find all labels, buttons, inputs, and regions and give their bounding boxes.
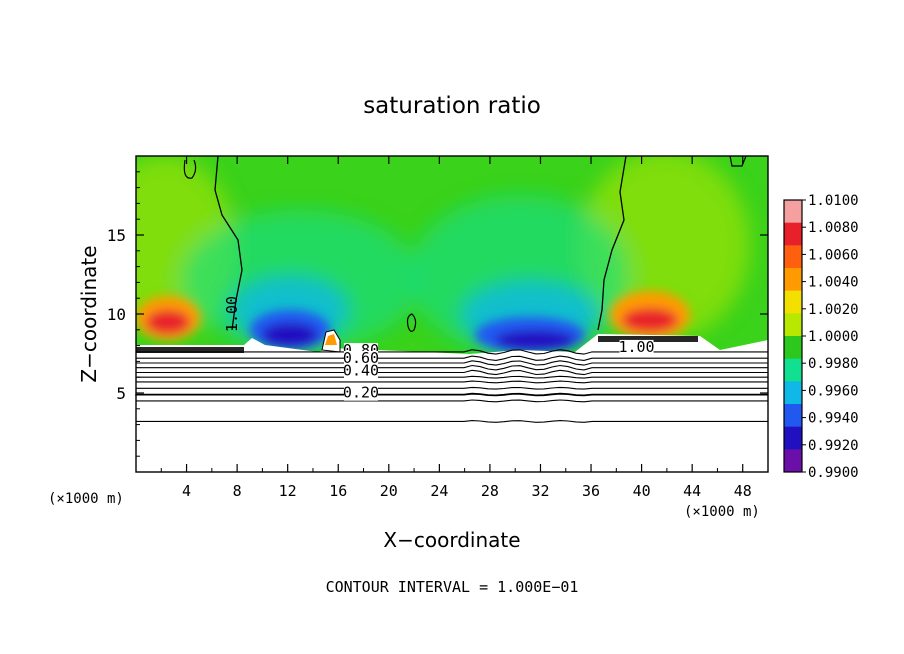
colorbar-swatch bbox=[784, 222, 802, 246]
contour-line bbox=[135, 364, 768, 371]
x-axis-ticks: 4 8 12 16 20 24 28 32 36 40 44 48 bbox=[160, 156, 752, 500]
contour-line-1.00-right bbox=[597, 156, 627, 331]
plot-area bbox=[136, 156, 768, 472]
colorbar-swatch bbox=[784, 268, 802, 292]
y-axis-label: Z−coordinate bbox=[77, 245, 101, 382]
cloud-layer-fill bbox=[136, 334, 768, 472]
colorbar-tick-label: 1.0000 bbox=[808, 329, 859, 345]
contour-line bbox=[135, 369, 768, 376]
colorbar-tick-label: 0.9900 bbox=[808, 465, 859, 481]
x-tick-label: 16 bbox=[329, 482, 347, 500]
x-tick-label: 28 bbox=[481, 482, 499, 500]
contour-label: 0.20 bbox=[343, 384, 379, 402]
x-axis-unit-right: (×1000 m) bbox=[684, 504, 760, 520]
colorbar-tick-label: 1.0080 bbox=[808, 220, 859, 236]
y-axis-ticks: 5 10 15 bbox=[107, 171, 768, 457]
contour-label: 0.40 bbox=[343, 362, 379, 380]
subsat-core-left-navy bbox=[262, 323, 318, 347]
contour-line bbox=[135, 380, 768, 384]
contour-line bbox=[135, 355, 768, 361]
x-tick-label: 32 bbox=[531, 482, 549, 500]
colorbar-swatch bbox=[784, 449, 802, 473]
x-axis-label: X−coordinate bbox=[383, 528, 520, 552]
colorbar: 1.0100 1.0080 1.0060 1.0040 1.0020 1.0000 0.99… bbox=[783, 193, 859, 481]
contour-line-1.00-right-loop bbox=[729, 156, 747, 167]
colorbar-tick-label: 1.0100 bbox=[808, 193, 859, 209]
x-tick-label: 40 bbox=[633, 482, 651, 500]
colorbar-tick-label: 0.9920 bbox=[808, 438, 859, 454]
colorbar-swatch bbox=[784, 200, 802, 224]
colorbar-tick-label: 0.9960 bbox=[808, 383, 859, 399]
contour-line-1.00-left-loop bbox=[183, 159, 197, 179]
colorbar-swatch bbox=[784, 313, 802, 337]
y-tick-label: 10 bbox=[107, 305, 126, 324]
contour-labels: 1.001.000.800.600.400.20 bbox=[223, 296, 654, 402]
contour-line bbox=[135, 349, 768, 355]
contour-label-bg bbox=[343, 385, 378, 401]
x-tick-label: 20 bbox=[380, 482, 398, 500]
contour-line-1.00-center-loop bbox=[406, 313, 417, 332]
supersat-core-right-red bbox=[622, 308, 678, 332]
y-tick-label: 5 bbox=[116, 384, 126, 403]
x-axis-unit-left: (×1000 m) bbox=[48, 491, 124, 507]
x-tick-label: 8 bbox=[233, 482, 242, 500]
contour-line bbox=[136, 375, 768, 379]
contour-label: 1.00 bbox=[618, 338, 654, 356]
x-tick-label: 24 bbox=[430, 482, 448, 500]
contour-label: 1.00 bbox=[223, 296, 241, 332]
contour-line bbox=[136, 399, 768, 403]
colorbar-swatch bbox=[784, 381, 802, 405]
cloud-edge-right-dark bbox=[598, 336, 698, 342]
contour-line bbox=[135, 392, 768, 397]
x-tick-label: 48 bbox=[734, 482, 752, 500]
colorbar-swatch bbox=[784, 358, 802, 382]
colorbar-tick-label: 0.9940 bbox=[808, 411, 859, 427]
colorbar-swatch bbox=[784, 290, 802, 314]
colorbar-swatch bbox=[784, 404, 802, 428]
x-tick-label: 12 bbox=[279, 482, 297, 500]
colorbar-tick-label: 1.0020 bbox=[808, 302, 859, 318]
chart-title: saturation ratio bbox=[363, 93, 541, 119]
x-tick-label: 36 bbox=[582, 482, 600, 500]
colorbar-tick-label: 1.0060 bbox=[808, 247, 859, 263]
supersat-core-left-red bbox=[146, 310, 190, 334]
contour-interval-footer: CONTOUR INTERVAL = 1.000E−01 bbox=[326, 578, 579, 596]
cloud-edge-left-dark bbox=[136, 347, 244, 353]
cloud-cusp-left-color bbox=[325, 334, 337, 345]
colorbar-tick-label: 1.0040 bbox=[808, 275, 859, 291]
contour-label: 0.60 bbox=[343, 349, 379, 367]
contour-label-bg bbox=[343, 350, 378, 366]
field-cores bbox=[136, 291, 690, 353]
colorbar-swatch bbox=[784, 336, 802, 360]
contour-line bbox=[135, 360, 768, 366]
x-tick-label: 4 bbox=[182, 482, 191, 500]
colorbar-tick-label: 0.9980 bbox=[808, 356, 859, 372]
subsat-core-right-navy bbox=[495, 330, 575, 350]
contour-label-bg bbox=[343, 363, 378, 379]
contour-line bbox=[135, 386, 768, 390]
x-tick-label: 44 bbox=[683, 482, 701, 500]
contour-lines bbox=[135, 349, 768, 423]
y-tick-label: 15 bbox=[107, 226, 126, 245]
colorbar-swatch bbox=[784, 426, 802, 450]
colorbar-swatch bbox=[784, 245, 802, 269]
contour-line bbox=[135, 420, 768, 423]
contour-line-1.00-left bbox=[214, 156, 243, 331]
contour-label-bg bbox=[619, 339, 654, 355]
